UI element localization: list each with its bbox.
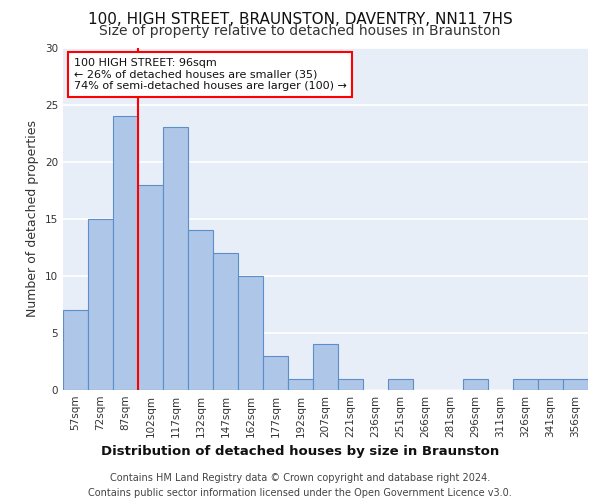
Text: Contains HM Land Registry data © Crown copyright and database right 2024.
Contai: Contains HM Land Registry data © Crown c…	[88, 472, 512, 498]
Bar	[513, 378, 538, 390]
Bar	[563, 378, 588, 390]
Bar	[138, 184, 163, 390]
Text: Distribution of detached houses by size in Braunston: Distribution of detached houses by size …	[101, 444, 499, 458]
Bar	[313, 344, 338, 390]
Y-axis label: Number of detached properties: Number of detached properties	[26, 120, 40, 318]
Bar	[338, 378, 363, 390]
Bar	[213, 253, 238, 390]
Bar	[388, 378, 413, 390]
Bar	[63, 310, 88, 390]
Bar	[88, 219, 113, 390]
Bar	[288, 378, 313, 390]
Bar	[188, 230, 213, 390]
Text: Size of property relative to detached houses in Braunston: Size of property relative to detached ho…	[100, 24, 500, 38]
Bar	[238, 276, 263, 390]
Bar	[163, 128, 188, 390]
Bar	[463, 378, 488, 390]
Bar	[538, 378, 563, 390]
Bar	[263, 356, 288, 390]
Bar	[113, 116, 138, 390]
Text: 100 HIGH STREET: 96sqm
← 26% of detached houses are smaller (35)
74% of semi-det: 100 HIGH STREET: 96sqm ← 26% of detached…	[74, 58, 346, 91]
Text: 100, HIGH STREET, BRAUNSTON, DAVENTRY, NN11 7HS: 100, HIGH STREET, BRAUNSTON, DAVENTRY, N…	[88, 12, 512, 28]
